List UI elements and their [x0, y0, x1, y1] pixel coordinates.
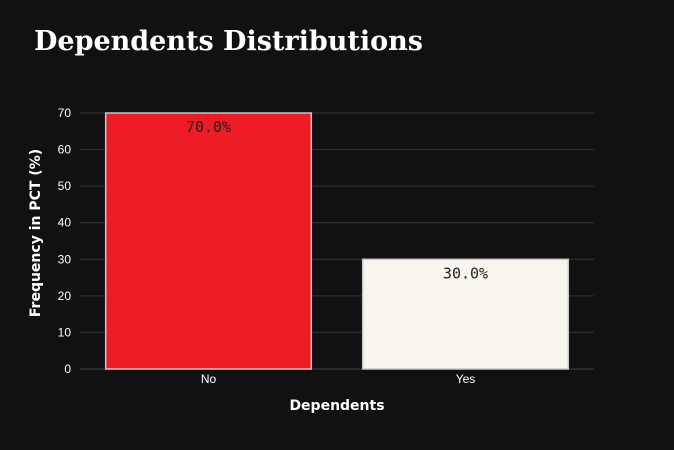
- data-label-no: 70.0%: [186, 118, 231, 136]
- x-axis-ticks: No Yes: [201, 372, 475, 386]
- bars: [104, 112, 570, 370]
- y-tick-label: 60: [58, 143, 72, 157]
- y-tick-label: 0: [64, 362, 71, 376]
- x-tick-label: No: [201, 372, 217, 386]
- x-tick-label: Yes: [456, 372, 476, 386]
- y-tick-label: 70: [58, 106, 72, 120]
- data-label-yes: 30.0%: [443, 264, 488, 282]
- y-tick-label: 10: [58, 325, 72, 339]
- bar-yes: [361, 258, 570, 370]
- x-axis-title: Dependents: [289, 398, 384, 414]
- y-axis-ticks: 0 10 20 30 40 50 60 70: [58, 106, 72, 376]
- chart-title: Dependents Distributions: [34, 26, 423, 57]
- y-axis-title: Frequency in PCT (%): [28, 149, 44, 317]
- y-tick-label: 30: [58, 252, 72, 266]
- bar-data-labels: 70.0% 30.0%: [186, 118, 488, 282]
- bar-no: [104, 112, 313, 370]
- y-tick-label: 50: [58, 179, 72, 193]
- y-tick-label: 20: [58, 289, 72, 303]
- y-tick-label: 40: [58, 216, 72, 230]
